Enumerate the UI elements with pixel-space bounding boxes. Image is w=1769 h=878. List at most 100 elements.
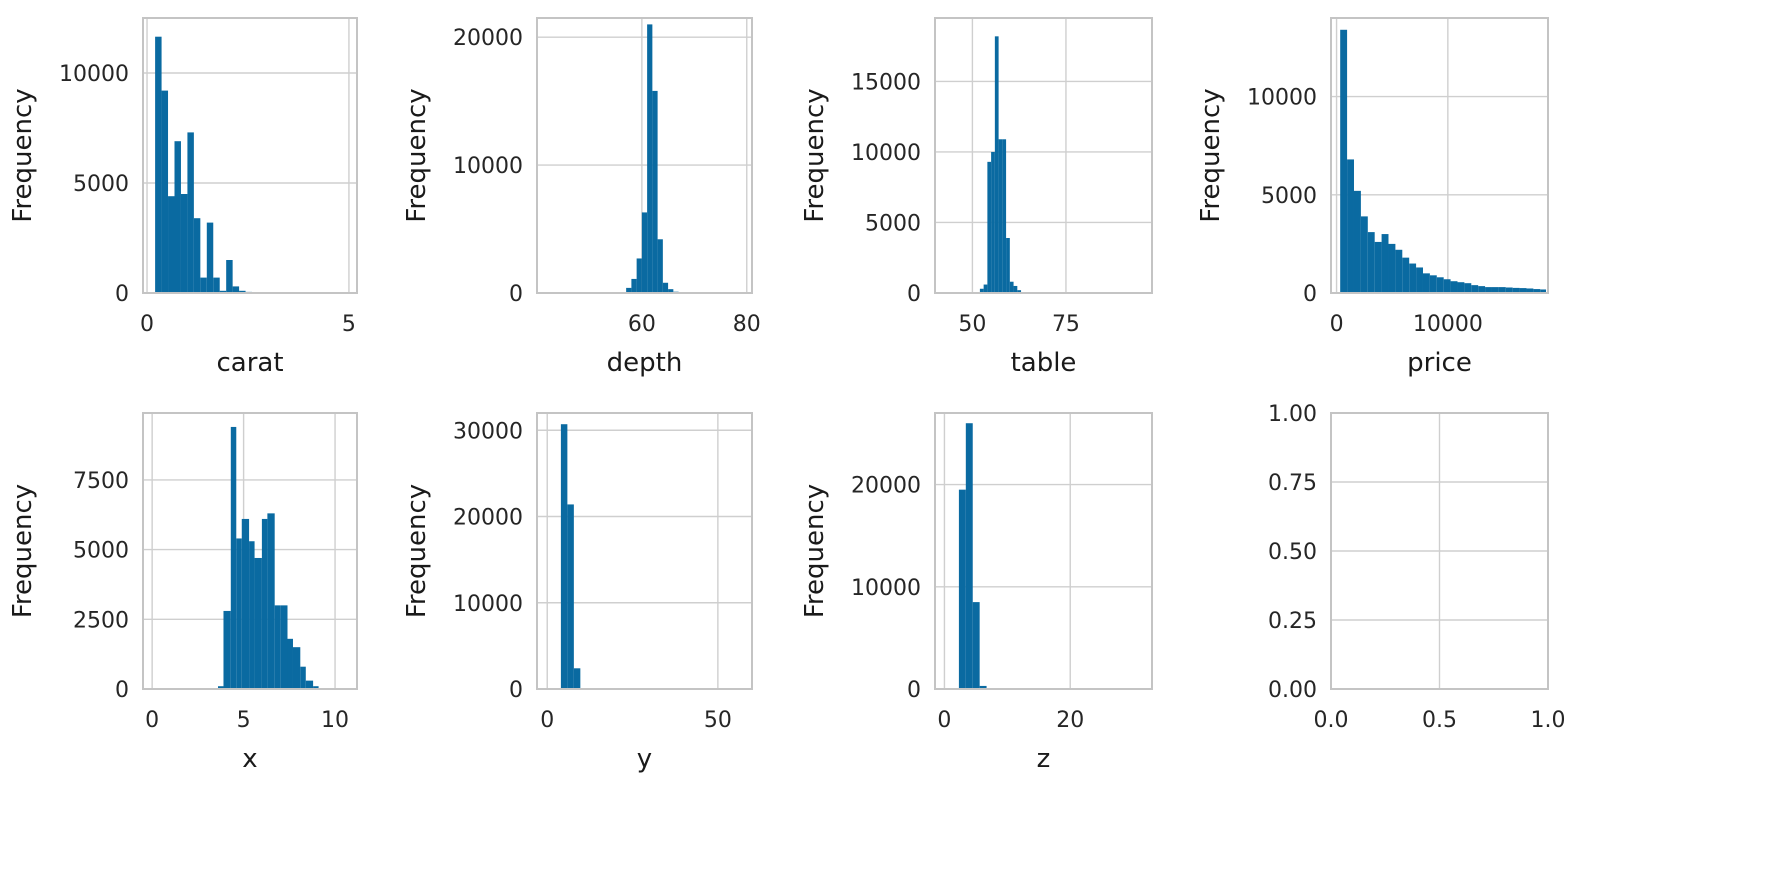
x-tick-label: 10 xyxy=(321,708,349,733)
x-tick-label: 80 xyxy=(733,312,761,337)
axes-frame xyxy=(536,17,753,294)
axes-frame xyxy=(1330,17,1549,294)
x-tick-label: 1.0 xyxy=(1531,708,1566,733)
y-tick-label: 10000 xyxy=(851,576,921,601)
histogram-bar xyxy=(1353,190,1361,293)
histogram-bar xyxy=(626,287,632,293)
histogram-bar xyxy=(230,426,237,689)
histogram-bar xyxy=(662,282,669,293)
histogram-bar xyxy=(232,286,240,293)
axes-frame xyxy=(934,412,1153,690)
y-axis-label: Frequency xyxy=(800,88,830,222)
histogram-bar xyxy=(1381,234,1389,293)
y-axis-label: Frequency xyxy=(800,484,830,618)
y-tick-label: 5000 xyxy=(73,172,129,197)
histogram-bar xyxy=(958,489,966,689)
x-tick-label: 0 xyxy=(140,312,154,337)
y-tick-label: 20000 xyxy=(453,26,523,51)
histogram-bar xyxy=(567,504,574,689)
histogram-bar xyxy=(292,647,301,689)
histogram-bar xyxy=(979,685,987,689)
x-tick-label: 5 xyxy=(342,312,356,337)
x-tick-label: 50 xyxy=(704,708,732,733)
histogram-bar xyxy=(1388,243,1396,293)
histogram-bar xyxy=(652,90,658,293)
x-tick-label: 10000 xyxy=(1413,312,1483,337)
histogram-bar xyxy=(174,141,181,293)
x-axis-label: x xyxy=(242,744,257,774)
histogram-bar xyxy=(206,222,214,293)
histogram-bar xyxy=(1360,216,1368,293)
histogram-bar xyxy=(274,605,281,689)
histogram-bar xyxy=(972,602,980,689)
histogram-bar xyxy=(1416,267,1423,293)
y-tick-label: 10000 xyxy=(851,141,921,166)
axes-frame xyxy=(142,412,358,690)
histogram-bar xyxy=(219,290,227,293)
histogram-bar xyxy=(979,288,984,293)
y-tick-label: 0 xyxy=(509,678,523,703)
histogram-bar xyxy=(994,36,999,293)
histogram-bar xyxy=(168,196,175,293)
x-tick-label: 0 xyxy=(937,708,951,733)
histogram-bar xyxy=(1519,288,1527,293)
y-tick-label: 0 xyxy=(1303,282,1317,307)
histogram-bar xyxy=(1402,257,1410,293)
histogram-bar xyxy=(254,557,262,689)
y-tick-label: 1.00 xyxy=(1268,402,1317,427)
histogram-bar xyxy=(1006,238,1010,293)
histogram-bar xyxy=(636,258,642,293)
y-tick-label: 0 xyxy=(115,678,129,703)
histogram-bar xyxy=(1017,290,1022,293)
histogram-bar xyxy=(1478,286,1486,293)
y-tick-label: 30000 xyxy=(453,419,523,444)
y-tick-label: 0.00 xyxy=(1268,678,1317,703)
y-tick-label: 10000 xyxy=(453,154,523,179)
histogram-bar xyxy=(1395,249,1403,293)
subplot-y: 0 10000 20000 30000 0 50 y Frequency xyxy=(402,412,753,774)
x-tick-label: 60 xyxy=(628,312,656,337)
histogram-bar xyxy=(641,212,648,293)
y-tick-label: 10000 xyxy=(453,592,523,617)
histogram-bar xyxy=(668,289,674,293)
histogram-bar xyxy=(1013,285,1018,293)
histogram-bar xyxy=(1443,279,1451,293)
subplot-empty: 0.00 0.25 0.50 0.75 1.00 0.0 0.5 1.0 xyxy=(1268,402,1565,733)
x-axis-label: table xyxy=(1011,348,1077,378)
histogram-bar xyxy=(236,538,242,689)
subplot-x: 0 2500 5000 7500 0 5 10 x Frequency xyxy=(8,412,358,774)
axes-frame xyxy=(1330,412,1549,690)
subplot-depth: 0 10000 20000 60 80 depth Frequency xyxy=(402,17,761,378)
histogram-bar xyxy=(313,686,319,689)
y-tick-label: 0.50 xyxy=(1268,540,1317,565)
histogram-bar xyxy=(991,151,995,293)
x-tick-label: 0.5 xyxy=(1422,708,1457,733)
axes-frame xyxy=(934,17,1153,294)
y-tick-label: 20000 xyxy=(453,506,523,531)
x-tick-label: 20 xyxy=(1056,708,1084,733)
x-tick-label: 0 xyxy=(145,708,159,733)
histogram-bar xyxy=(1540,289,1547,293)
histogram-bar xyxy=(1533,289,1541,293)
histogram-bar xyxy=(1505,287,1513,293)
y-tick-label: 0.75 xyxy=(1268,471,1317,496)
histogram-bar xyxy=(261,518,268,689)
x-axis-label: depth xyxy=(607,348,683,378)
histogram-bar xyxy=(200,277,207,293)
histogram-bar xyxy=(241,518,250,689)
y-tick-label: 5000 xyxy=(73,539,129,564)
y-tick-label: 10000 xyxy=(1247,86,1317,111)
histogram-bar xyxy=(987,161,992,293)
histogram-bar xyxy=(280,605,288,689)
y-tick-label: 5000 xyxy=(1261,184,1317,209)
histogram-bar xyxy=(1485,287,1492,293)
histogram-bar xyxy=(305,680,314,689)
histogram-bar xyxy=(1436,277,1444,293)
histogram-bar xyxy=(1367,232,1375,293)
axes-frame xyxy=(536,412,753,690)
y-tick-label: 20000 xyxy=(851,474,921,499)
y-tick-label: 0 xyxy=(907,678,921,703)
histogram-bar xyxy=(965,423,973,689)
x-axis-label: carat xyxy=(216,348,283,378)
histogram-bar xyxy=(1002,139,1007,293)
